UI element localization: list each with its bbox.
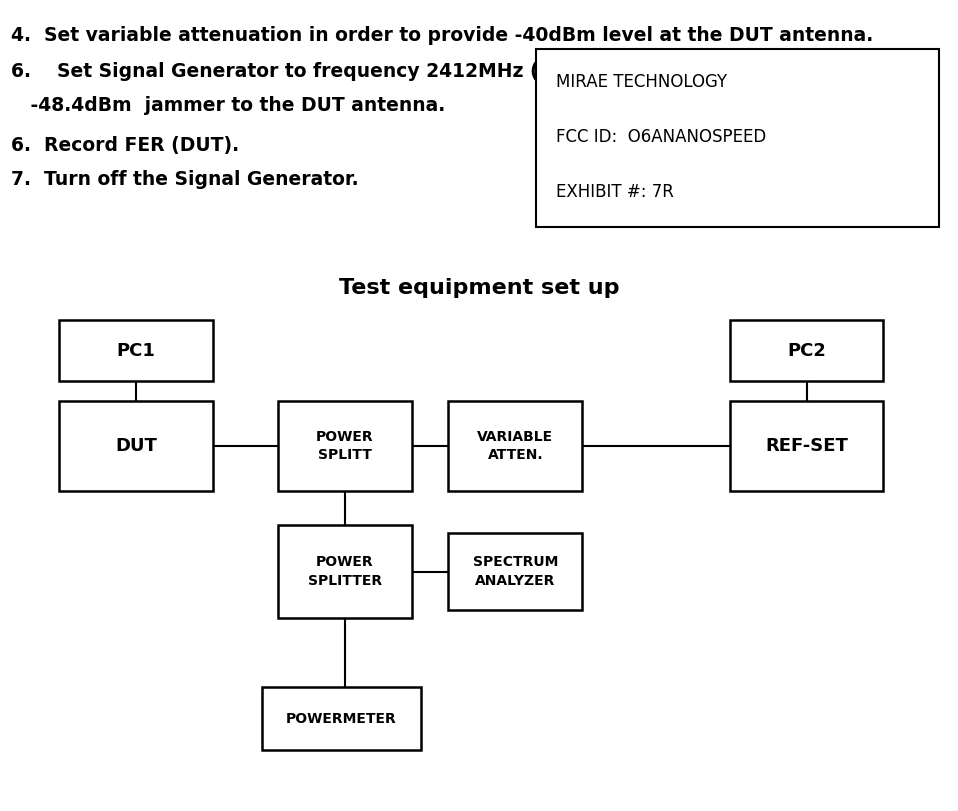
Text: 6.    Set Signal Generator to frequency 2412MHz (25MHz offset)and apply: 6. Set Signal Generator to frequency 241… [11,62,792,80]
Text: VARIABLE
ATTEN.: VARIABLE ATTEN. [477,430,554,462]
Text: FCC ID:  O6ANANOSPEED: FCC ID: O6ANANOSPEED [556,128,765,146]
FancyBboxPatch shape [730,401,883,491]
FancyBboxPatch shape [536,49,939,227]
FancyBboxPatch shape [262,687,421,750]
Text: DUT: DUT [115,437,157,455]
FancyBboxPatch shape [59,320,213,381]
Text: SPECTRUM
ANALYZER: SPECTRUM ANALYZER [472,556,559,587]
Text: MIRAE TECHNOLOGY: MIRAE TECHNOLOGY [556,73,727,91]
Text: 6.  Record FER (DUT).: 6. Record FER (DUT). [11,136,240,155]
Text: Test equipment set up: Test equipment set up [339,278,619,298]
FancyBboxPatch shape [59,401,213,491]
Text: REF-SET: REF-SET [765,437,848,455]
FancyBboxPatch shape [448,533,582,610]
FancyBboxPatch shape [278,525,412,618]
Text: 4.  Set variable attenuation in order to provide -40dBm level at the DUT antenna: 4. Set variable attenuation in order to … [11,26,874,45]
FancyBboxPatch shape [448,401,582,491]
Text: 7.  Turn off the Signal Generator.: 7. Turn off the Signal Generator. [11,170,359,189]
Text: EXHIBIT #: 7R: EXHIBIT #: 7R [556,183,673,201]
Text: PC2: PC2 [787,341,826,360]
FancyBboxPatch shape [730,320,883,381]
Text: POWERMETER: POWERMETER [286,711,397,726]
Text: POWER
SPLITTER: POWER SPLITTER [308,556,382,587]
Text: PC1: PC1 [117,341,155,360]
FancyBboxPatch shape [278,401,412,491]
Text: -48.4dBm  jammer to the DUT antenna.: -48.4dBm jammer to the DUT antenna. [11,96,445,114]
Text: POWER
SPLITT: POWER SPLITT [316,430,374,462]
